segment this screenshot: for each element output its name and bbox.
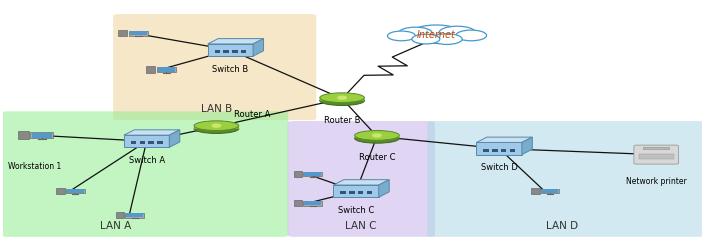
FancyBboxPatch shape [358,191,363,194]
Text: Router A: Router A [234,110,270,119]
FancyBboxPatch shape [118,30,127,36]
Text: Switch A: Switch A [129,156,165,165]
Polygon shape [522,137,532,155]
FancyBboxPatch shape [304,201,322,206]
FancyBboxPatch shape [148,141,154,144]
Circle shape [373,134,381,137]
FancyBboxPatch shape [113,14,316,120]
Ellipse shape [320,96,364,106]
FancyBboxPatch shape [294,171,302,177]
Text: LAN A: LAN A [100,221,131,231]
FancyBboxPatch shape [241,50,247,53]
Polygon shape [169,130,180,147]
FancyBboxPatch shape [304,172,322,176]
Text: LAN D: LAN D [546,221,578,231]
FancyBboxPatch shape [129,31,148,35]
Polygon shape [253,39,264,56]
Polygon shape [379,180,389,197]
Text: Switch D: Switch D [481,163,517,172]
Text: Router B: Router B [324,116,361,125]
FancyBboxPatch shape [366,191,372,194]
FancyBboxPatch shape [207,44,253,56]
FancyBboxPatch shape [634,145,678,164]
FancyBboxPatch shape [542,189,558,193]
FancyBboxPatch shape [18,131,29,139]
FancyBboxPatch shape [67,189,84,193]
Polygon shape [333,180,389,185]
Text: Network printer: Network printer [626,177,687,185]
FancyBboxPatch shape [32,133,52,138]
Circle shape [439,26,475,39]
Text: Router C: Router C [359,154,395,162]
FancyBboxPatch shape [294,200,302,206]
FancyBboxPatch shape [131,141,136,144]
FancyBboxPatch shape [30,132,53,138]
FancyBboxPatch shape [157,67,176,72]
FancyBboxPatch shape [333,185,379,197]
Circle shape [432,34,462,45]
FancyBboxPatch shape [531,188,540,194]
FancyBboxPatch shape [492,149,498,152]
FancyBboxPatch shape [224,50,229,53]
FancyBboxPatch shape [288,121,435,237]
Circle shape [387,31,415,41]
Circle shape [410,25,463,44]
Text: LAN C: LAN C [345,221,377,231]
FancyBboxPatch shape [541,189,560,193]
Text: Workstation 1: Workstation 1 [8,162,62,171]
FancyBboxPatch shape [340,191,346,194]
FancyBboxPatch shape [194,125,239,129]
FancyBboxPatch shape [1,111,288,237]
FancyBboxPatch shape [484,149,489,152]
FancyBboxPatch shape [501,149,506,152]
FancyBboxPatch shape [127,214,143,217]
Circle shape [212,124,221,127]
FancyBboxPatch shape [130,31,147,35]
FancyBboxPatch shape [56,188,65,194]
Polygon shape [207,39,264,44]
FancyBboxPatch shape [354,134,399,138]
FancyBboxPatch shape [125,213,144,218]
FancyBboxPatch shape [140,141,146,144]
Polygon shape [124,130,180,135]
Circle shape [338,96,347,99]
Circle shape [399,27,432,39]
FancyBboxPatch shape [157,67,175,72]
Circle shape [456,30,486,41]
FancyBboxPatch shape [320,97,364,101]
FancyBboxPatch shape [214,50,220,53]
FancyBboxPatch shape [66,189,84,193]
Polygon shape [477,137,532,142]
FancyBboxPatch shape [427,121,703,237]
Text: LAN B: LAN B [201,105,232,114]
FancyBboxPatch shape [638,154,674,159]
Text: Switch C: Switch C [338,206,374,215]
FancyBboxPatch shape [124,135,169,147]
Ellipse shape [194,121,239,131]
FancyBboxPatch shape [510,149,515,152]
Ellipse shape [354,134,399,143]
Circle shape [412,34,440,44]
Ellipse shape [320,93,364,103]
Ellipse shape [354,131,399,140]
FancyBboxPatch shape [304,201,321,205]
Text: Internet: Internet [417,31,456,40]
FancyBboxPatch shape [477,142,522,155]
Text: Switch B: Switch B [212,65,248,74]
FancyBboxPatch shape [304,172,321,176]
FancyBboxPatch shape [115,213,124,218]
Ellipse shape [194,124,239,134]
FancyBboxPatch shape [157,141,162,144]
FancyBboxPatch shape [232,50,238,53]
FancyBboxPatch shape [146,66,155,73]
FancyBboxPatch shape [643,147,669,149]
FancyBboxPatch shape [349,191,354,194]
